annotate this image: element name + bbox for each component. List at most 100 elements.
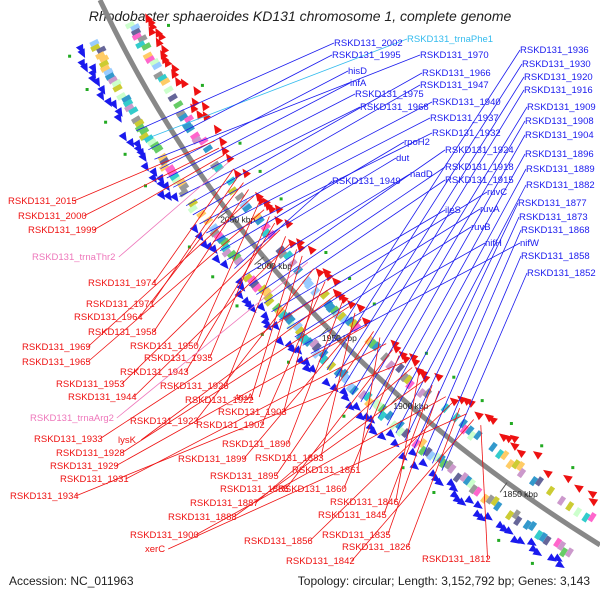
gene-label-forward[interactable]: RSKD131_1896 [525, 149, 594, 160]
gene-label-reverse[interactable]: RSKD131_1929 [50, 461, 119, 472]
gene-label-reverse[interactable]: RSKD131_1887 [190, 498, 259, 509]
gene-label-forward[interactable]: RSKD131_1889 [526, 164, 595, 175]
gene-label-reverse[interactable]: RSKD131_1923 [130, 416, 199, 427]
gene-label-reverse[interactable]: RSKD131_1931 [60, 474, 129, 485]
gene-label-forward[interactable]: RSKD131_1909 [527, 102, 596, 113]
gene-label-reverse[interactable]: RSKD131_1999 [28, 225, 97, 236]
gene-label-forward[interactable]: RSKD131_1930 [522, 59, 591, 70]
gene-label-reverse[interactable]: RSKD131_1845 [318, 510, 387, 521]
gene-label-forward[interactable]: RSKD131_1852 [527, 268, 596, 279]
gene-label-forward[interactable]: RSKD131_1918 [445, 162, 514, 173]
gene-label-reverse[interactable]: RSKD131_1860 [278, 484, 347, 495]
gene-label-forward[interactable]: RSKD131_1936 [520, 45, 589, 56]
gene-label-reverse[interactable]: RSKD131_1926 [160, 381, 229, 392]
gene-label-forward[interactable]: RSKD131_1868 [521, 225, 590, 236]
gene-label-forward[interactable]: ruvA [480, 204, 500, 215]
gene-label-reverse[interactable]: RSKD131_1812 [422, 554, 491, 565]
gene-label-reverse[interactable]: RSKD131_1958 [88, 327, 157, 338]
gene-label-forward[interactable]: RSKD131_1949 [332, 176, 401, 187]
gene-label-forward[interactable]: RSKD131_1940 [432, 97, 501, 108]
gene-label-reverse[interactable]: RSKD131_1899 [178, 454, 247, 465]
gene-label-reverse[interactable]: RSKD131_1928 [56, 448, 125, 459]
forward-gene-arrow [555, 559, 565, 568]
gene-label-reverse[interactable]: RSKD131_1934 [10, 491, 79, 502]
gene-label-reverse[interactable]: RSKD131_1900 [130, 530, 199, 541]
gene-label-reverse[interactable]: RSKD131_1826 [342, 542, 411, 553]
gene-label-reverse[interactable]: RSKD131_trnaThr2 [32, 252, 115, 263]
gene-label-forward[interactable]: RSKD131_1995 [332, 50, 401, 61]
gene-label-forward[interactable]: infA [350, 78, 367, 89]
gene-label-reverse[interactable]: RSKD131_1969 [22, 342, 91, 353]
leader-line-reverse [168, 413, 467, 550]
gene-label-reverse[interactable]: RSKD131_1861 [292, 465, 361, 476]
gene-label-forward[interactable]: RSKD131_1932 [432, 128, 501, 139]
gene-label-reverse[interactable]: RSKD131_1953 [56, 379, 125, 390]
gene-label-forward[interactable]: ruvC [487, 187, 507, 198]
gene-label-forward[interactable]: RSKD131_1924 [445, 145, 514, 156]
gene-label-reverse[interactable]: RSKD131_1888 [168, 512, 237, 523]
gene-label-forward[interactable]: nifH [485, 238, 502, 249]
gene-label-forward[interactable]: RSKD131_1882 [526, 180, 595, 191]
gene-label-reverse[interactable]: RSKD131_trnaArg2 [30, 413, 114, 424]
gene-label-reverse[interactable]: RSKD131_1835 [322, 530, 391, 541]
gene-label-reverse[interactable]: RSKD131_1903 [218, 407, 287, 418]
gene-label-forward[interactable]: RSKD131_1937 [430, 113, 499, 124]
gene-label-reverse[interactable]: RSKD131_1922 [185, 395, 254, 406]
gc-tick [235, 304, 239, 308]
gene-label-reverse[interactable]: RSKD131_1935 [144, 353, 213, 364]
gene-label-reverse[interactable]: RSKD131_1971 [86, 299, 155, 310]
gene-label-forward[interactable]: RSKD131_2002 [334, 38, 403, 49]
gene-label-forward[interactable]: RSKD131_1966 [422, 68, 491, 79]
gene-label-reverse[interactable]: xerC [145, 544, 165, 555]
gene-label-forward[interactable]: RSKD131_1858 [521, 251, 590, 262]
gene-label-forward[interactable]: RSKD131_1975 [355, 89, 424, 100]
gene-label-reverse[interactable]: RSKD131_1964 [74, 312, 143, 323]
gene-label-forward[interactable]: RSKD131_1920 [524, 72, 593, 83]
gene-label-reverse[interactable]: RSKD131_2000 [18, 211, 87, 222]
cog-block-outer [146, 137, 158, 147]
gene-label-forward[interactable]: RSKD131_1877 [518, 198, 587, 209]
gene-label-forward[interactable]: RSKD131_1873 [519, 212, 588, 223]
gene-label-reverse[interactable]: RSKD131_1965 [22, 357, 91, 368]
gene-label-reverse[interactable]: RSKD131_1886 [220, 484, 289, 495]
leader-line-forward [318, 49, 521, 362]
gene-label-reverse[interactable]: truA [236, 392, 254, 403]
gene-label-forward[interactable]: RSKD131_1947 [420, 80, 489, 91]
leader-line-reverse [309, 402, 453, 542]
gene-label-forward[interactable]: RSKD131_1908 [525, 116, 594, 127]
leader-line-reverse [275, 331, 374, 477]
cog-block-outer [493, 501, 503, 512]
gc-tick [104, 120, 108, 124]
gene-label-forward[interactable]: RSKD131_trnaPhe1 [407, 34, 493, 45]
gene-label-forward[interactable]: nifW [520, 238, 539, 249]
gene-label-reverse[interactable]: RSKD131_1842 [286, 556, 355, 567]
leader-line-forward [386, 168, 527, 426]
gene-label-forward[interactable]: RSKD131_1916 [524, 85, 593, 96]
gene-label-reverse[interactable]: lysK [118, 435, 137, 446]
gene-label-forward[interactable]: rpoH2 [404, 137, 430, 148]
gene-label-reverse[interactable]: RSKD131_1933 [34, 434, 103, 445]
gene-label-reverse[interactable]: RSKD131_1890 [222, 439, 291, 450]
forward-gene-arrow [194, 231, 204, 242]
gene-label-forward[interactable]: dut [396, 153, 410, 164]
gene-label-reverse[interactable]: RSKD131_1883 [255, 453, 324, 464]
gene-label-reverse[interactable]: RSKD131_1895 [210, 471, 279, 482]
gene-label-forward[interactable]: RSKD131_1915 [445, 175, 514, 186]
cog-block-outer [169, 172, 180, 182]
gene-label-reverse[interactable]: RSKD131_2015 [8, 196, 77, 207]
gene-label-reverse[interactable]: RSKD131_1846 [330, 497, 399, 508]
gene-label-forward[interactable]: ruvB [471, 222, 491, 233]
gene-label-reverse[interactable]: RSKD131_1943 [120, 367, 189, 378]
cog-block-inner [556, 495, 567, 506]
gene-label-forward[interactable]: RSKD131_1970 [420, 50, 489, 61]
gene-label-reverse[interactable]: RSKD131_1902 [196, 420, 265, 431]
gene-label-forward[interactable]: hisD [348, 66, 367, 77]
gene-label-forward[interactable]: RSKD131_1904 [525, 130, 594, 141]
gene-label-reverse[interactable]: RSKD131_1950 [130, 341, 199, 352]
gene-label-forward[interactable]: RSKD131_1968 [360, 102, 429, 113]
gene-label-forward[interactable]: ileS [445, 205, 461, 216]
gene-label-reverse[interactable]: RSKD131_1856 [244, 536, 313, 547]
gene-label-forward[interactable]: nadD [410, 169, 433, 180]
gene-label-reverse[interactable]: RSKD131_1944 [68, 392, 137, 403]
gene-label-reverse[interactable]: RSKD131_1974 [88, 278, 157, 289]
